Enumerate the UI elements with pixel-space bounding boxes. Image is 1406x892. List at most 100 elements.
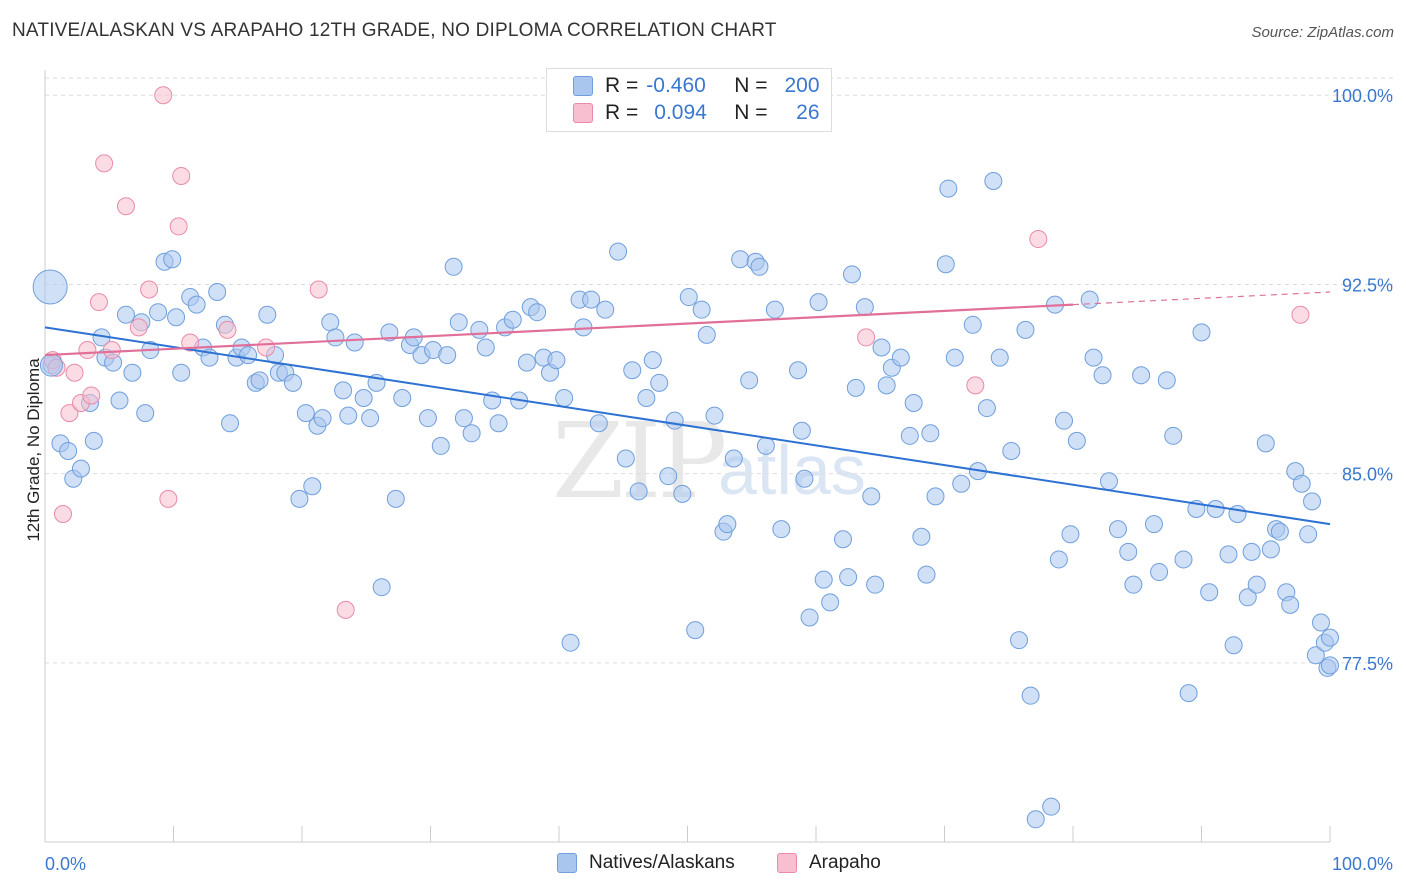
point-natives [724,449,743,468]
point-natives [1144,515,1163,534]
point-natives [643,351,662,370]
point-natives [814,570,833,589]
point-natives [809,293,828,312]
point-natives [561,633,580,652]
point-natives [503,310,522,329]
point-natives [718,515,737,534]
point-natives [444,257,463,276]
point-natives [1303,492,1322,511]
point-natives [334,381,353,400]
point-natives [1042,797,1061,816]
point-natives [1099,472,1118,491]
point-natives [1132,366,1151,385]
point-natives [629,482,648,501]
point-natives [1242,542,1261,561]
point-natives [1238,588,1257,607]
point-natives [462,424,481,443]
bottom-legend-swatch-arapaho [777,853,797,873]
point-natives [149,303,168,322]
point-natives [1084,348,1103,367]
point-natives [705,406,724,425]
point-natives [800,608,819,627]
point-natives [1247,575,1266,594]
y-tick-label: 77.5% [1342,654,1393,674]
point-natives [1281,595,1300,614]
point-natives [345,333,364,352]
point-natives [449,313,468,332]
point-natives [136,404,155,423]
point-natives [855,298,874,317]
point-natives [489,414,508,433]
point-natives [1224,636,1243,655]
y-tick-label: 92.5% [1342,275,1393,295]
point-natives [84,431,103,450]
watermark-zip: ZIP [552,400,727,522]
point-natives [1179,684,1198,703]
point-natives [361,409,380,428]
point-arapaho [309,280,328,299]
point-natives [936,255,955,274]
point-natives [862,487,881,506]
trendline-arapaho [44,303,1074,357]
point-natives [692,300,711,319]
x-tick-label: 0.0% [45,854,86,874]
point-natives [872,338,891,357]
bottom-legend-swatch-natives [557,853,577,873]
point-natives [290,489,309,508]
point-natives [821,593,840,612]
point-natives [1306,646,1325,665]
point-natives [208,283,227,302]
bottom-legend-arapaho: Arapaho [777,852,881,874]
point-natives [110,391,129,410]
point-arapaho [1291,305,1310,324]
point-arapaho [966,376,985,395]
point-natives [846,378,865,397]
point-arapaho [257,338,276,357]
point-natives [1200,583,1219,602]
point-natives [665,411,684,430]
point-arapaho [82,386,101,405]
point-natives [187,295,206,314]
point-natives [582,290,601,309]
point-natives [1206,499,1225,518]
point-natives [386,489,405,508]
legend-n-label: N = [734,101,768,124]
point-natives [990,348,1009,367]
point-natives [589,414,608,433]
point-natives [59,441,78,460]
point-natives [1049,550,1068,569]
legend-n-value: 26 [796,101,820,124]
point-natives [1270,522,1289,541]
point-natives [528,303,547,322]
point-natives [454,409,473,428]
point-arapaho [218,320,237,339]
point-natives [326,328,345,347]
point-natives [1312,613,1331,632]
point-natives [650,373,669,392]
point-natives [1174,550,1193,569]
point-natives [952,474,971,493]
point-arapaho [65,363,84,382]
trendline-arapaho-extension [1072,291,1331,306]
point-natives [431,436,450,455]
trendline-natives [44,326,1331,526]
point-arapaho [336,600,355,619]
point-natives [296,404,315,423]
point-natives [1164,426,1183,445]
point-natives [1061,525,1080,544]
legend-row-natives: R = -0.460 N = 200 [547,73,820,99]
legend-r-label: R = [605,74,639,97]
point-natives [1002,441,1021,460]
point-natives [1321,656,1339,675]
point-natives [1067,431,1086,450]
point-natives [172,363,191,382]
point-natives [731,250,750,269]
point-natives [354,388,373,407]
point-natives [1080,290,1099,309]
point-natives [313,409,332,428]
point-natives [547,351,566,370]
point-natives [1219,545,1238,564]
point-natives [1299,525,1318,544]
point-arapaho [857,328,876,347]
